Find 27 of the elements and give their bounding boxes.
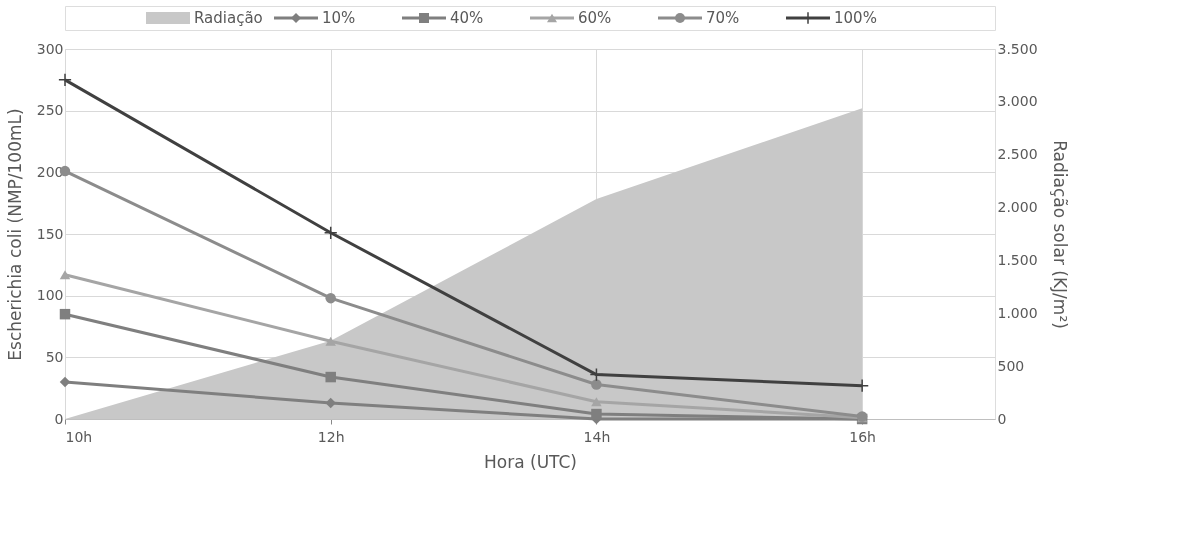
x-tick-label: 16h — [849, 428, 876, 445]
y-axis-title: Escherichia coli (NMP/100mL) — [4, 108, 25, 361]
x-tick-label: 12h — [317, 428, 345, 445]
y-tick-label: 100 — [36, 287, 64, 304]
y2-axis-title: Radiação solar (KJ/m²) — [1049, 140, 1070, 329]
legend-label: 70% — [706, 9, 740, 27]
y2-tick-label: 3.500 — [997, 40, 1038, 57]
y2-tick-label: 2.500 — [997, 146, 1038, 163]
legend-label: 100% — [834, 9, 877, 27]
y-tick-label: 150 — [36, 225, 64, 242]
y2-tick-label: 0 — [997, 410, 1007, 427]
y2-tick-label: 500 — [997, 357, 1025, 374]
legend-label: 40% — [450, 9, 484, 27]
legend-label: Radiação — [194, 9, 263, 27]
legend-label: 10% — [322, 9, 356, 27]
y-tick-label: 300 — [36, 40, 64, 57]
y2-tick-label: 1.000 — [997, 304, 1038, 321]
y-tick-label: 0 — [54, 410, 64, 427]
y2-tick-label: 1.500 — [997, 251, 1038, 268]
y-tick-label: 50 — [45, 348, 64, 365]
x-axis-title: Hora (UTC) — [484, 451, 577, 472]
y2-tick-label: 2.000 — [997, 199, 1038, 216]
y2-tick-label: 3.000 — [997, 93, 1038, 110]
x-tick-label: 10h — [65, 428, 93, 445]
legend-label: 60% — [578, 9, 612, 27]
x-tick-label: 14h — [583, 428, 611, 445]
y-tick-label: 250 — [36, 102, 64, 119]
